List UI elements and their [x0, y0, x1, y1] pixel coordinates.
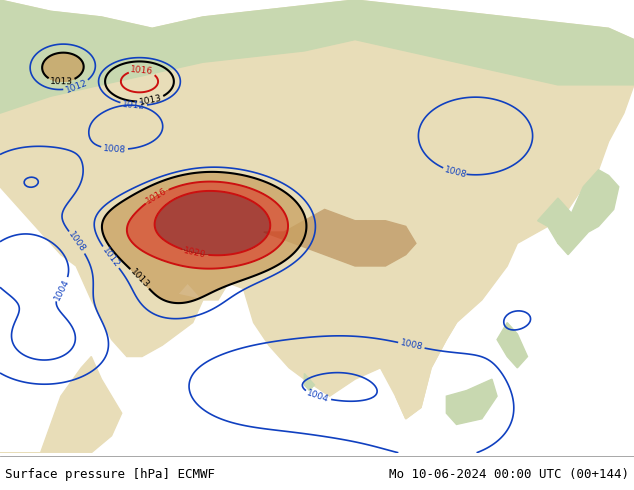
Text: 1012: 1012 — [64, 78, 89, 95]
Polygon shape — [61, 209, 203, 357]
Polygon shape — [538, 198, 578, 244]
Polygon shape — [0, 357, 122, 453]
Polygon shape — [396, 300, 456, 419]
Polygon shape — [243, 283, 380, 396]
Text: 1013: 1013 — [129, 267, 151, 290]
Text: 1012: 1012 — [100, 245, 121, 270]
Polygon shape — [0, 0, 634, 419]
Text: 1004: 1004 — [53, 277, 71, 301]
Text: 1013: 1013 — [50, 77, 73, 87]
Text: 1008: 1008 — [444, 165, 468, 180]
Text: 1012: 1012 — [122, 99, 145, 111]
Text: 1004: 1004 — [306, 388, 330, 404]
Text: 1013: 1013 — [138, 94, 163, 107]
Polygon shape — [304, 373, 314, 391]
Text: 1016: 1016 — [130, 65, 154, 76]
Text: Surface pressure [hPa] ECMWF: Surface pressure [hPa] ECMWF — [5, 468, 215, 481]
Polygon shape — [497, 322, 527, 368]
Text: 1008: 1008 — [399, 339, 424, 352]
Text: Mo 10-06-2024 00:00 UTC (00+144): Mo 10-06-2024 00:00 UTC (00+144) — [389, 468, 629, 481]
Text: 1008: 1008 — [67, 230, 87, 254]
Text: 1016: 1016 — [145, 186, 169, 206]
Text: 1020: 1020 — [183, 246, 207, 260]
Polygon shape — [446, 379, 497, 424]
Polygon shape — [0, 0, 634, 113]
Polygon shape — [264, 209, 416, 266]
Polygon shape — [558, 170, 619, 255]
Text: 1008: 1008 — [103, 144, 126, 154]
